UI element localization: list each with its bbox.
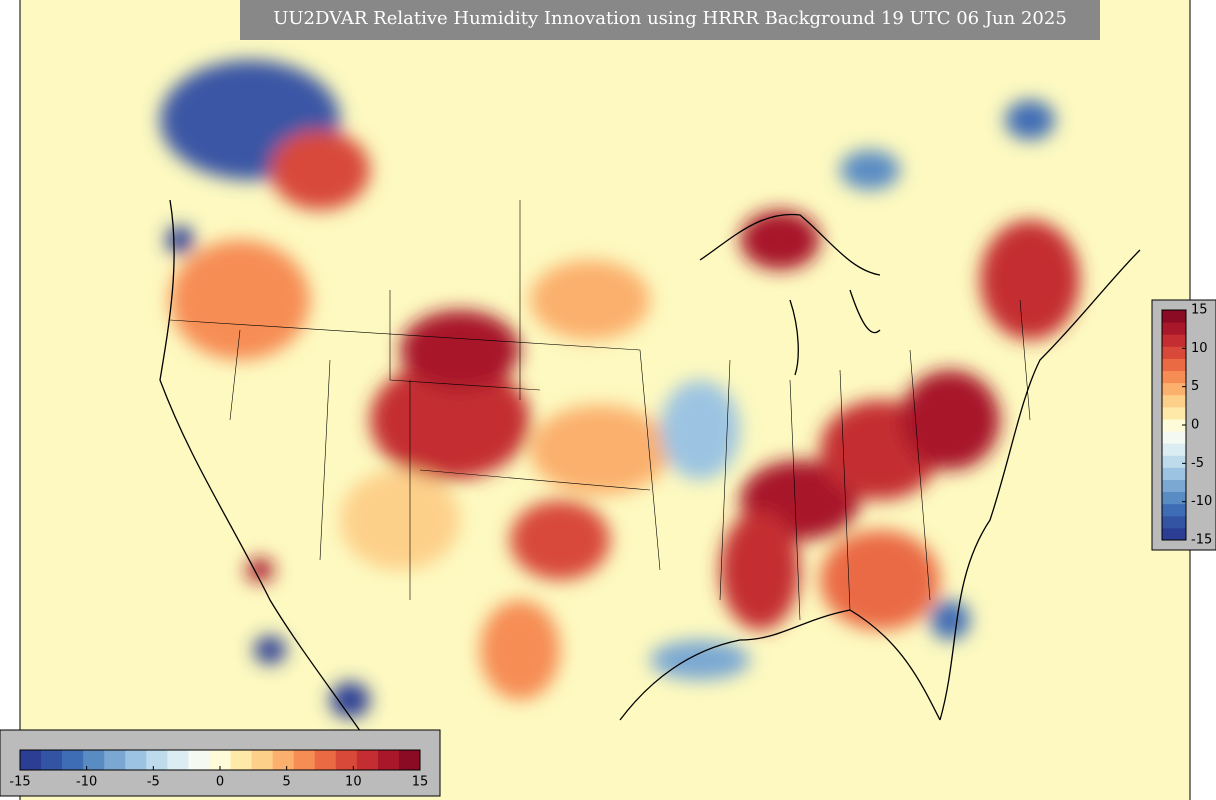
colorbar-swatch: [1162, 370, 1186, 384]
colorbar-swatch: [1162, 418, 1186, 432]
colorbar-swatch: [272, 750, 295, 770]
colorbar-tick-label: 0: [1191, 418, 1199, 433]
colorbar-tick-label: -10: [1191, 494, 1212, 509]
colorbar-tick-label: -10: [76, 775, 97, 790]
colorbar-swatch: [1162, 431, 1186, 444]
colorbar-swatch: [398, 750, 421, 770]
colorbar-swatch: [1162, 394, 1186, 408]
colorbar-swatch: [1162, 527, 1186, 541]
colorbar-tick-label: 15: [1191, 303, 1208, 318]
colorbar-swatch: [62, 750, 84, 770]
colorbar-swatch: [20, 750, 42, 770]
colorbar-swatch: [209, 750, 232, 770]
colorbar-tick-label: 5: [1191, 379, 1199, 394]
title-box: [240, 0, 1100, 40]
colorbar-swatch: [1162, 346, 1186, 359]
colorbar-tick-label: -5: [1191, 456, 1204, 471]
colorbar-swatch: [188, 750, 210, 770]
colorbar-swatch: [1162, 334, 1186, 347]
colorbar-swatch: [1162, 455, 1186, 468]
colorbar-swatch: [1162, 515, 1186, 529]
colorbar-tick-label: 10: [1191, 341, 1208, 356]
field-blobs: [160, 60, 1080, 718]
state-borders: [169, 200, 1031, 621]
colorbar-swatch: [1162, 358, 1186, 372]
title: UU2DVAR Relative Humidity Innovation usi…: [273, 8, 1067, 29]
colorbar-tick-label: -15: [9, 775, 30, 790]
colorbar-swatch: [167, 750, 189, 770]
colorbar-swatch: [1162, 479, 1186, 493]
colorbar-swatch: [230, 750, 253, 770]
colorbar-swatch: [125, 750, 147, 770]
colorbar-swatch: [146, 750, 168, 770]
colorbar-swatch: [1162, 310, 1186, 323]
colorbar-swatch: [1162, 503, 1186, 517]
coastlines: [159, 199, 1141, 761]
colorbar-tick-label: -15: [1191, 533, 1212, 548]
colorbar-swatch: [1162, 382, 1186, 396]
colorbar-tick-label: 15: [412, 775, 429, 790]
colorbar-swatch: [41, 750, 63, 770]
colorbar-swatch: [1162, 443, 1186, 456]
colorbar-swatch: [377, 750, 400, 770]
colorbar-tick-label: 10: [345, 775, 362, 790]
colorbar-tick-label: 0: [216, 775, 224, 790]
colorbar-swatch: [335, 750, 358, 770]
colorbar-swatch: [1162, 491, 1186, 505]
colorbar-tick-label: -5: [147, 775, 160, 790]
colorbar-swatch: [1162, 322, 1186, 335]
colorbar-swatch: [251, 750, 274, 770]
colorbar-swatch: [293, 750, 316, 770]
colorbar-swatch: [356, 750, 379, 770]
colorbar-swatch: [1162, 406, 1186, 420]
colorbar-swatch: [314, 750, 337, 770]
colorbar-swatch: [1162, 467, 1186, 480]
colorbar-tick-label: 5: [283, 775, 291, 790]
colorbar-swatch: [83, 750, 105, 770]
colorbar-swatch: [104, 750, 126, 770]
